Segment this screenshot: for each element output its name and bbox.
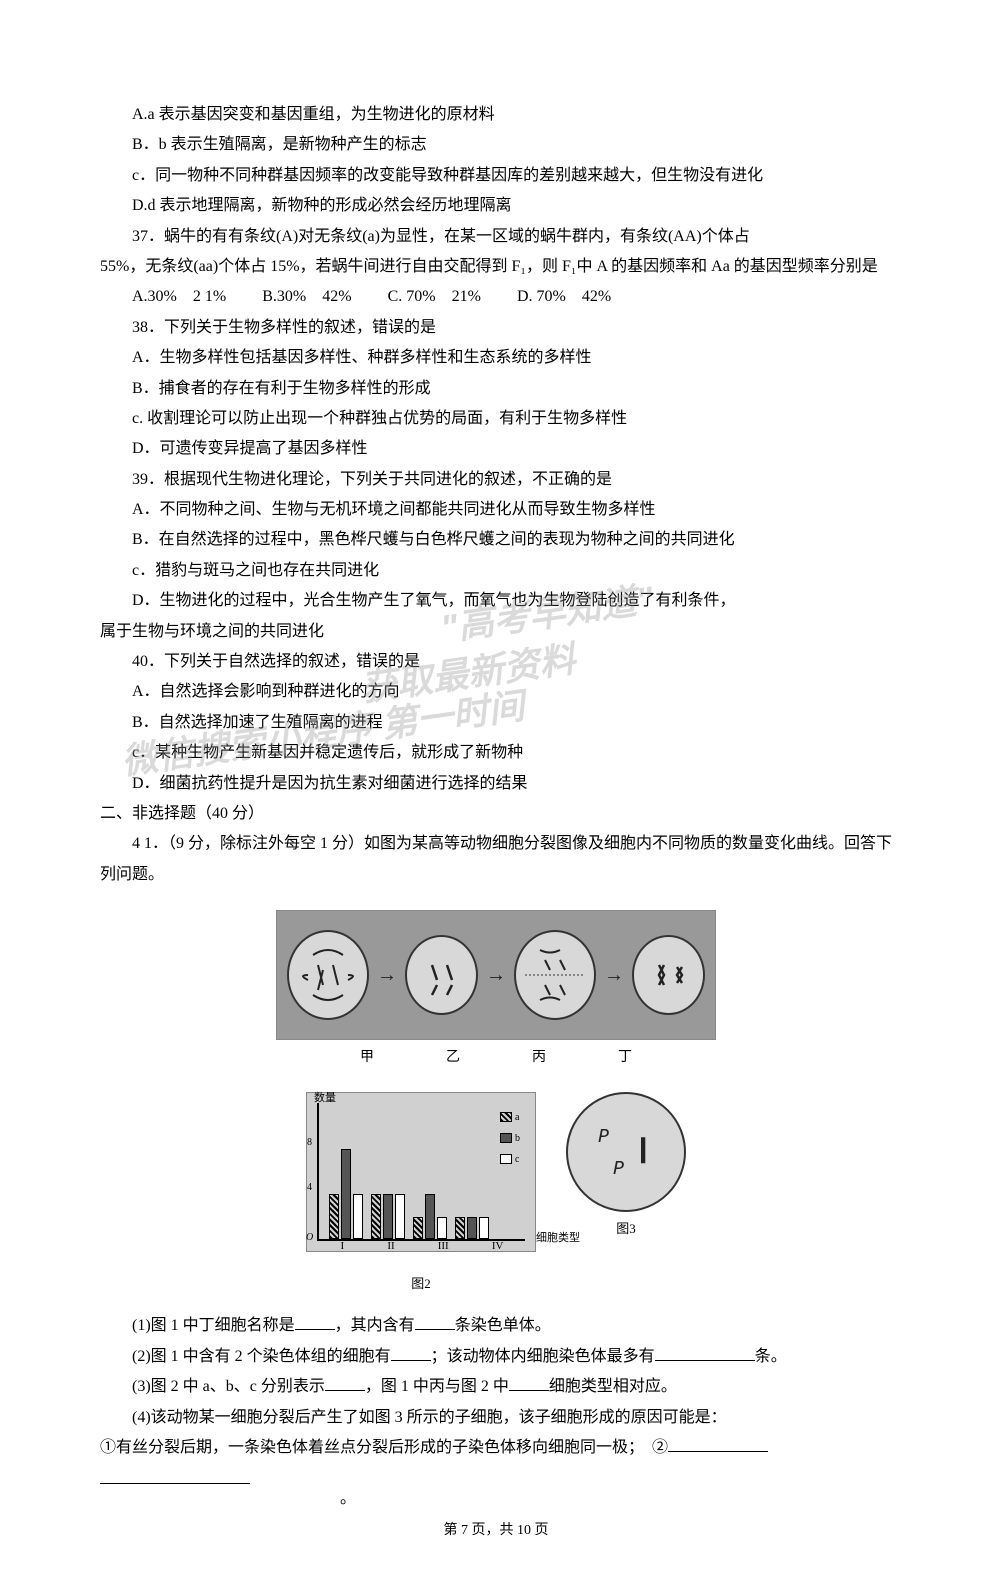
q41-sub4a: (4)该动物某一细胞分裂后产生了如图 3 所示的子细胞，该子细胞形成的原因可能是… xyxy=(100,1403,892,1433)
text: ，图 1 中丙与图 2 中 xyxy=(365,1378,509,1395)
q40-opt-d: D．细菌抗药性提升是因为抗生素对细菌进行选择的结果 xyxy=(100,769,892,799)
text: 条染色单体。 xyxy=(455,1317,551,1334)
cell-jia-icon xyxy=(287,930,369,1020)
q38-opt-c: c. 收割理论可以防止出现一个种群独占优势的局面，有利于生物多样性 xyxy=(100,404,892,434)
blank-field[interactable] xyxy=(325,1375,365,1391)
q40-opt-a: A．自然选择会影响到种群进化的方向 xyxy=(100,677,892,707)
q39-opt-a: A．不同物种之间、生物与无机环境之间都能共同进化从而导致生物多样性 xyxy=(100,495,892,525)
q37-opt-c: C. 70% 21% xyxy=(388,288,481,305)
q40-opt-c: c．某种生物产生新基因并稳定遗传后，就形成了新物种 xyxy=(100,738,892,768)
figure-3-label: 图3 xyxy=(566,1217,686,1242)
bar-II-b xyxy=(383,1194,393,1239)
q38-opt-b: B．捕食者的存在有利于生物多样性的形成 xyxy=(100,374,892,404)
bar-III-b xyxy=(425,1194,435,1239)
arrow-icon: → xyxy=(604,956,624,994)
bar-II-a xyxy=(371,1194,381,1239)
y-tick: O xyxy=(306,1228,313,1247)
q36-opt-b: B．b 表示生殖隔离，是新物种产生的标志 xyxy=(100,130,892,160)
bar-IV-a xyxy=(455,1217,465,1239)
text: 条。 xyxy=(755,1348,787,1365)
x-label: II xyxy=(387,1236,394,1257)
q39-opt-b: B．在自然选择的过程中，黑色桦尺蠖与白色桦尺蠖之间的表现为物种之间的共同进化 xyxy=(100,525,892,555)
x-label: III xyxy=(438,1236,449,1257)
blank-field[interactable] xyxy=(295,1314,335,1330)
q39-stem: 39．根据现代生物进化理论，下列关于共同进化的叙述，不正确的是 xyxy=(100,465,892,495)
x-label: IV xyxy=(492,1236,504,1257)
q37-options: A.30% 2 1% B.30% 42% C. 70% 21% D. 70% 4… xyxy=(100,282,892,312)
cell-label-ding: 丁 xyxy=(618,1045,632,1072)
text: ；该动物体内细胞染色体最多有 xyxy=(431,1348,655,1365)
cell-label-yi: 乙 xyxy=(446,1045,460,1072)
y-axis-label: 数量 xyxy=(314,1088,336,1109)
arrow-icon: → xyxy=(486,956,506,994)
q41-stem: 4 1．（9 分，除标注外每空 1 分）如图为某高等动物细胞分裂图像及细胞内不同… xyxy=(100,829,892,890)
q37-opt-d: D. 70% 42% xyxy=(517,288,611,305)
arrow-icon: → xyxy=(377,956,397,994)
page-footer: 第 7 页，共 10 页 xyxy=(0,1518,992,1545)
figure-1-cells: → → → 甲 乙 丙 丁 xyxy=(100,910,892,1072)
text: (1)图 1 中丁细胞名称是 xyxy=(132,1317,295,1334)
q40-opt-b: B．自然选择加速了生殖隔离的进程 xyxy=(100,708,892,738)
cell-label-bing: 丙 xyxy=(532,1045,546,1072)
x-label: I xyxy=(341,1236,345,1257)
chart-legend: a b c xyxy=(500,1108,520,1171)
blank-field[interactable] xyxy=(391,1345,431,1361)
figure-2-chart: 数量 8 4 O a b c 细胞类型 I II III IV 图2 xyxy=(306,1092,536,1297)
q36-opt-a: A.a 表示基因突变和基因重组，为生物进化的原材料 xyxy=(100,100,892,130)
cell-ding-icon xyxy=(632,935,705,1015)
legend-c: c xyxy=(515,1150,519,1169)
text: 细胞类型相对应。 xyxy=(549,1378,677,1395)
blank-field[interactable] xyxy=(655,1345,755,1361)
q38-stem: 38．下列关于生物多样性的叙述，错误的是 xyxy=(100,313,892,343)
q36-opt-c: c．同一物种不同种群基因频率的改变能导致种群基因库的差别越来越大，但生物没有进化 xyxy=(100,161,892,191)
blank-field[interactable] xyxy=(509,1375,549,1391)
blank-field[interactable] xyxy=(668,1436,768,1452)
y-tick: 8 xyxy=(307,1133,312,1152)
figure-2-3-row: 数量 8 4 O a b c 细胞类型 I II III IV 图2 xyxy=(100,1092,892,1297)
q36-opt-d: D.d 表示地理隔离，新物种的形成必然会经历地理隔离 xyxy=(100,191,892,221)
cell-bing-icon xyxy=(514,930,596,1020)
q39-opt-d-cont: 属于生物与环境之间的共同进化 xyxy=(100,617,892,647)
blank-field[interactable] xyxy=(415,1314,455,1330)
q37-stem-line1: 37．蜗牛的有有条纹(A)对无条纹(a)为显性，在某一区域的蜗牛群内，有条纹(A… xyxy=(100,222,892,252)
q40-stem: 40．下列关于自然选择的叙述，错误的是 xyxy=(100,647,892,677)
q41-sub4b: ①有丝分裂后期，一条染色体着丝点分裂后形成的子染色体移向细胞同一极； ② xyxy=(100,1433,892,1463)
figure-3: 𝘗 ❙ 𝘗 图3 xyxy=(566,1092,686,1242)
section2-title: 二、非选择题（40 分） xyxy=(100,799,892,829)
bar-I-b xyxy=(341,1149,351,1239)
legend-b: b xyxy=(515,1129,520,1148)
q41-period: 。 xyxy=(100,1484,892,1514)
text: ，其内含有 xyxy=(335,1317,415,1334)
q41-sub2: (2)图 1 中含有 2 个染色体组的细胞有 ；该动物体内细胞染色体最多有 条。 xyxy=(100,1342,892,1372)
y-tick: 4 xyxy=(307,1178,312,1197)
q39-opt-c: c．猎豹与斑马之间也存在共同进化 xyxy=(100,556,892,586)
q37-opt-a: A.30% 2 1% xyxy=(132,288,226,305)
cell-yi-icon xyxy=(405,935,478,1015)
q37-stem-line2: 55%，无条纹(aa)个体占 15%，若蜗牛间进行自由交配得到 F₁，则 F₁中… xyxy=(100,252,892,282)
bar-II-c xyxy=(395,1194,405,1239)
q39-opt-d: D．生物进化的过程中，光合生物产生了氧气，而氧气也为生物登陆创造了有利条件， xyxy=(100,586,892,616)
q41-sub3: (3)图 2 中 a、b、c 分别表示 ，图 1 中丙与图 2 中 细胞类型相对应。 xyxy=(100,1372,892,1402)
q38-opt-a: A．生物多样性包括基因多样性、种群多样性和生态系统的多样性 xyxy=(100,343,892,373)
bar-I-c xyxy=(353,1194,363,1239)
bar-III-c xyxy=(437,1217,447,1239)
bar-I-a xyxy=(329,1194,339,1239)
q37-opt-b: B.30% 42% xyxy=(262,288,351,305)
figure-2-label: 图2 xyxy=(306,1272,536,1297)
cell-label-jia: 甲 xyxy=(360,1045,374,1072)
bar-III-a xyxy=(413,1217,423,1239)
q41-sub1: (1)图 1 中丁细胞名称是 ，其内含有 条染色单体。 xyxy=(100,1311,892,1341)
cell3-icon: 𝘗 ❙ 𝘗 xyxy=(566,1092,686,1212)
x-axis-label: 细胞类型 xyxy=(536,1228,580,1249)
legend-a: a xyxy=(515,1108,519,1127)
text: ①有丝分裂后期，一条染色体着丝点分裂后形成的子染色体移向细胞同一极； ② xyxy=(100,1439,668,1456)
q38-opt-d: D．可遗传变异提高了基因多样性 xyxy=(100,434,892,464)
text: (2)图 1 中含有 2 个染色体组的细胞有 xyxy=(132,1348,391,1365)
text: (3)图 2 中 a、b、c 分别表示 xyxy=(132,1378,325,1395)
bar-IV-b xyxy=(467,1217,477,1239)
bar-IV-c xyxy=(479,1217,489,1239)
